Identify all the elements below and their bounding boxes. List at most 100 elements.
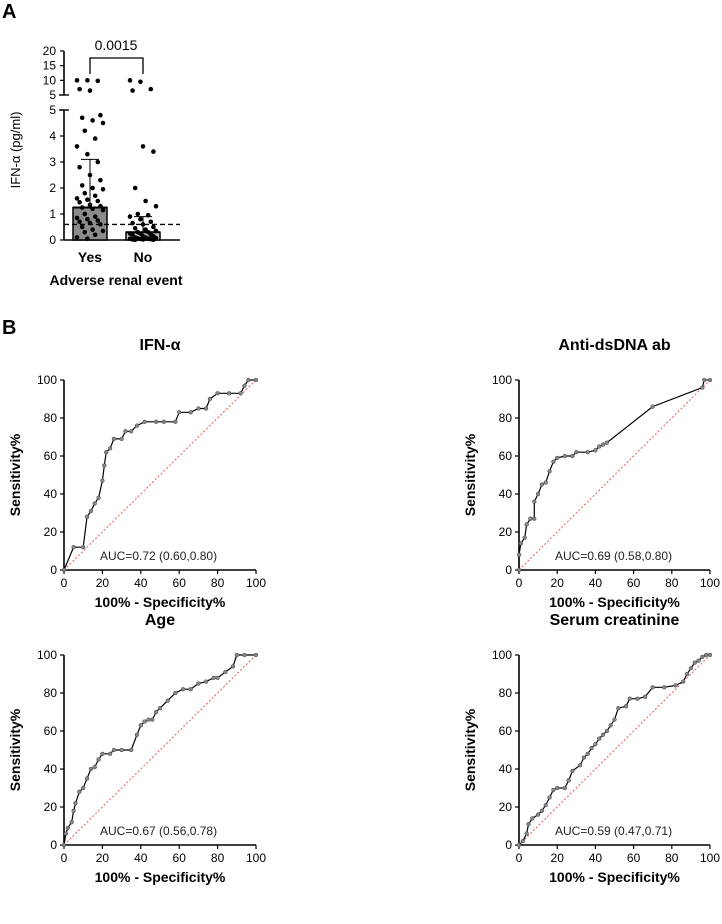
roc-point — [673, 683, 678, 688]
roc-point — [69, 820, 74, 825]
y-tick-label: 3 — [49, 155, 56, 169]
data-point — [77, 164, 82, 170]
y-tick-label: 60 — [44, 724, 58, 738]
data-point — [79, 183, 85, 188]
y-tick-label: 15 — [43, 59, 57, 73]
x-tick-label: 60 — [627, 576, 641, 590]
x-tick-label: 20 — [551, 576, 565, 590]
roc-point — [516, 842, 522, 848]
y-tick-label: 100 — [37, 648, 57, 662]
roc-point — [81, 785, 86, 791]
roc-point — [100, 751, 105, 756]
y-tick-label: 0 — [505, 563, 512, 577]
auc-annotation: AUC=0.59 (0.47,0.71) — [555, 824, 672, 838]
y-tick-label: 100 — [37, 373, 57, 387]
x-tick-label: 60 — [627, 851, 641, 865]
data-point — [140, 222, 146, 227]
data-point — [82, 229, 88, 235]
roc-point — [600, 732, 606, 737]
y-tick-label: 60 — [499, 449, 513, 463]
data-point — [85, 197, 90, 202]
roc-point — [570, 768, 575, 774]
roc-point — [77, 789, 82, 794]
roc-point — [177, 410, 182, 415]
x-tick-label: 20 — [96, 576, 110, 590]
x-tick-label: 80 — [211, 576, 225, 590]
roc-point — [238, 391, 243, 396]
data-point — [79, 224, 85, 230]
data-point — [100, 120, 106, 126]
data-point — [151, 149, 156, 154]
roc-point — [92, 764, 97, 770]
roc-point — [71, 808, 76, 813]
y-tick-label: 80 — [499, 686, 513, 700]
data-point — [74, 78, 80, 83]
roc-point — [535, 491, 541, 497]
roc-point — [543, 480, 548, 485]
data-point — [85, 216, 90, 222]
roc-point — [154, 709, 159, 715]
data-point — [151, 224, 156, 230]
roc-point — [577, 763, 583, 768]
y-tick-label: 40 — [44, 762, 58, 776]
data-point — [79, 205, 85, 210]
roc-point — [700, 654, 705, 660]
data-point — [100, 228, 106, 234]
roc-point — [188, 410, 193, 415]
roc-point — [532, 516, 537, 521]
data-point — [95, 159, 101, 165]
roc-point — [104, 450, 109, 455]
roc-point — [581, 755, 587, 760]
x-tick-label: 100 — [700, 851, 720, 865]
chart-title: Anti-dsDNA ab — [558, 337, 671, 354]
chart-title: IFN-α — [140, 337, 181, 354]
y-tick-label: 60 — [44, 449, 58, 463]
chart-title: Serum creatinine — [550, 612, 680, 629]
roc-point — [662, 685, 667, 690]
data-point — [148, 219, 154, 225]
y-tick-label: 40 — [499, 487, 513, 501]
x-tick-label: 80 — [665, 576, 679, 590]
roc-point — [215, 391, 220, 396]
x-tick-label: 60 — [173, 576, 187, 590]
data-point — [82, 128, 88, 134]
chart-title: Age — [145, 612, 175, 629]
data-point — [98, 177, 103, 183]
roc-point — [88, 766, 94, 772]
data-point — [92, 136, 98, 141]
roc-point — [196, 681, 201, 686]
roc-point — [134, 423, 140, 428]
roc-point — [543, 802, 548, 808]
y-tick-label: 2 — [49, 181, 56, 195]
roc-point — [707, 377, 713, 383]
data-point — [138, 216, 143, 222]
roc-point — [635, 696, 640, 701]
p-value-label: 0.0015 — [95, 37, 138, 53]
y-axis-title: Sensitivity% — [462, 433, 478, 516]
roc-point — [589, 745, 594, 751]
roc-point — [102, 463, 107, 468]
roc-point — [555, 785, 560, 791]
data-point — [85, 78, 90, 83]
x-tick-label: 0 — [516, 851, 523, 865]
roc-point — [608, 723, 613, 728]
data-point — [132, 226, 138, 231]
data-point — [87, 172, 93, 178]
roc-point — [61, 842, 67, 848]
roc-point — [180, 687, 186, 692]
x-tick-label: No — [134, 249, 153, 265]
x-axis-title: 100% - Specificity% — [549, 869, 680, 885]
roc-point — [146, 717, 151, 722]
roc-point — [188, 687, 193, 692]
data-point — [140, 144, 146, 149]
data-point — [79, 115, 85, 121]
roc-point — [627, 696, 632, 701]
roc-point — [535, 812, 541, 817]
x-tick-label: 20 — [96, 851, 110, 865]
roc-point — [129, 429, 134, 434]
y-axis-title: IFN-α (pg/ml) — [8, 112, 23, 189]
data-point — [153, 203, 159, 209]
roc-point — [161, 419, 166, 424]
y-tick-label: 20 — [43, 44, 57, 58]
roc-point — [123, 429, 128, 434]
